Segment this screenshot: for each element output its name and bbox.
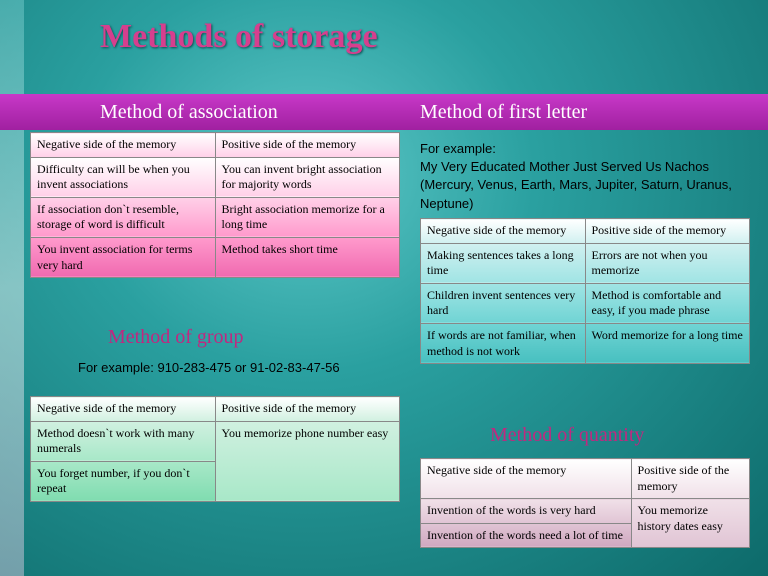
cell: You memorize phone number easy xyxy=(215,421,400,501)
cell: You memorize history dates easy xyxy=(631,499,749,548)
decorative-edge xyxy=(0,0,24,576)
cell: Children invent sentences very hard xyxy=(421,283,586,323)
cell: Method is comfortable and easy, if you m… xyxy=(585,283,750,323)
cell: You invent association for terms very ha… xyxy=(31,237,216,277)
cell: Bright association memorize for a long t… xyxy=(215,197,400,237)
table-group: Negative side of the memoryPositive side… xyxy=(30,396,400,502)
cell: Positive side of the memory xyxy=(215,397,400,422)
label-group: Method of group xyxy=(108,326,244,349)
table-first-letter: Negative side of the memoryPositive side… xyxy=(420,218,750,364)
cell: Negative side of the memory xyxy=(31,133,216,158)
table-association: Negative side of the memoryPositive side… xyxy=(30,132,400,278)
cell: You can invent bright association for ma… xyxy=(215,157,400,197)
cell: You forget number, if you don`t repeat xyxy=(31,461,216,501)
cell: Negative side of the memory xyxy=(421,219,586,244)
example-first-letter: For example: My Very Educated Mother Jus… xyxy=(420,140,750,213)
cell: Word memorize for a long time xyxy=(585,323,750,363)
cell: Difficulty can will be when you invent a… xyxy=(31,157,216,197)
cell: Positive side of the memory xyxy=(585,219,750,244)
cell: Method doesn`t work with many numerals xyxy=(31,421,216,461)
page-title: Methods of storage xyxy=(100,18,378,56)
cell: Negative side of the memory xyxy=(31,397,216,422)
cell: If association don`t resemble, storage o… xyxy=(31,197,216,237)
table-quantity: Negative side of the memoryPositive side… xyxy=(420,458,750,548)
cell: Invention of the words is very hard xyxy=(421,499,632,524)
header-first-letter: Method of first letter xyxy=(420,101,587,124)
label-quantity: Method of quantity xyxy=(490,424,644,447)
cell: Positive side of the memory xyxy=(631,459,749,499)
cell: Invention of the words need a lot of tim… xyxy=(421,523,632,548)
cell: If words are not familiar, when method i… xyxy=(421,323,586,363)
cell: Errors are not when you memorize xyxy=(585,243,750,283)
cell: Negative side of the memory xyxy=(421,459,632,499)
cell: Making sentences takes a long time xyxy=(421,243,586,283)
header-bar: Method of association Method of first le… xyxy=(0,94,768,130)
header-association: Method of association xyxy=(100,101,278,124)
cell: Positive side of the memory xyxy=(215,133,400,158)
cell: Method takes short time xyxy=(215,237,400,277)
example-group: For example: 910-283-475 or 91-02-83-47-… xyxy=(78,360,340,375)
